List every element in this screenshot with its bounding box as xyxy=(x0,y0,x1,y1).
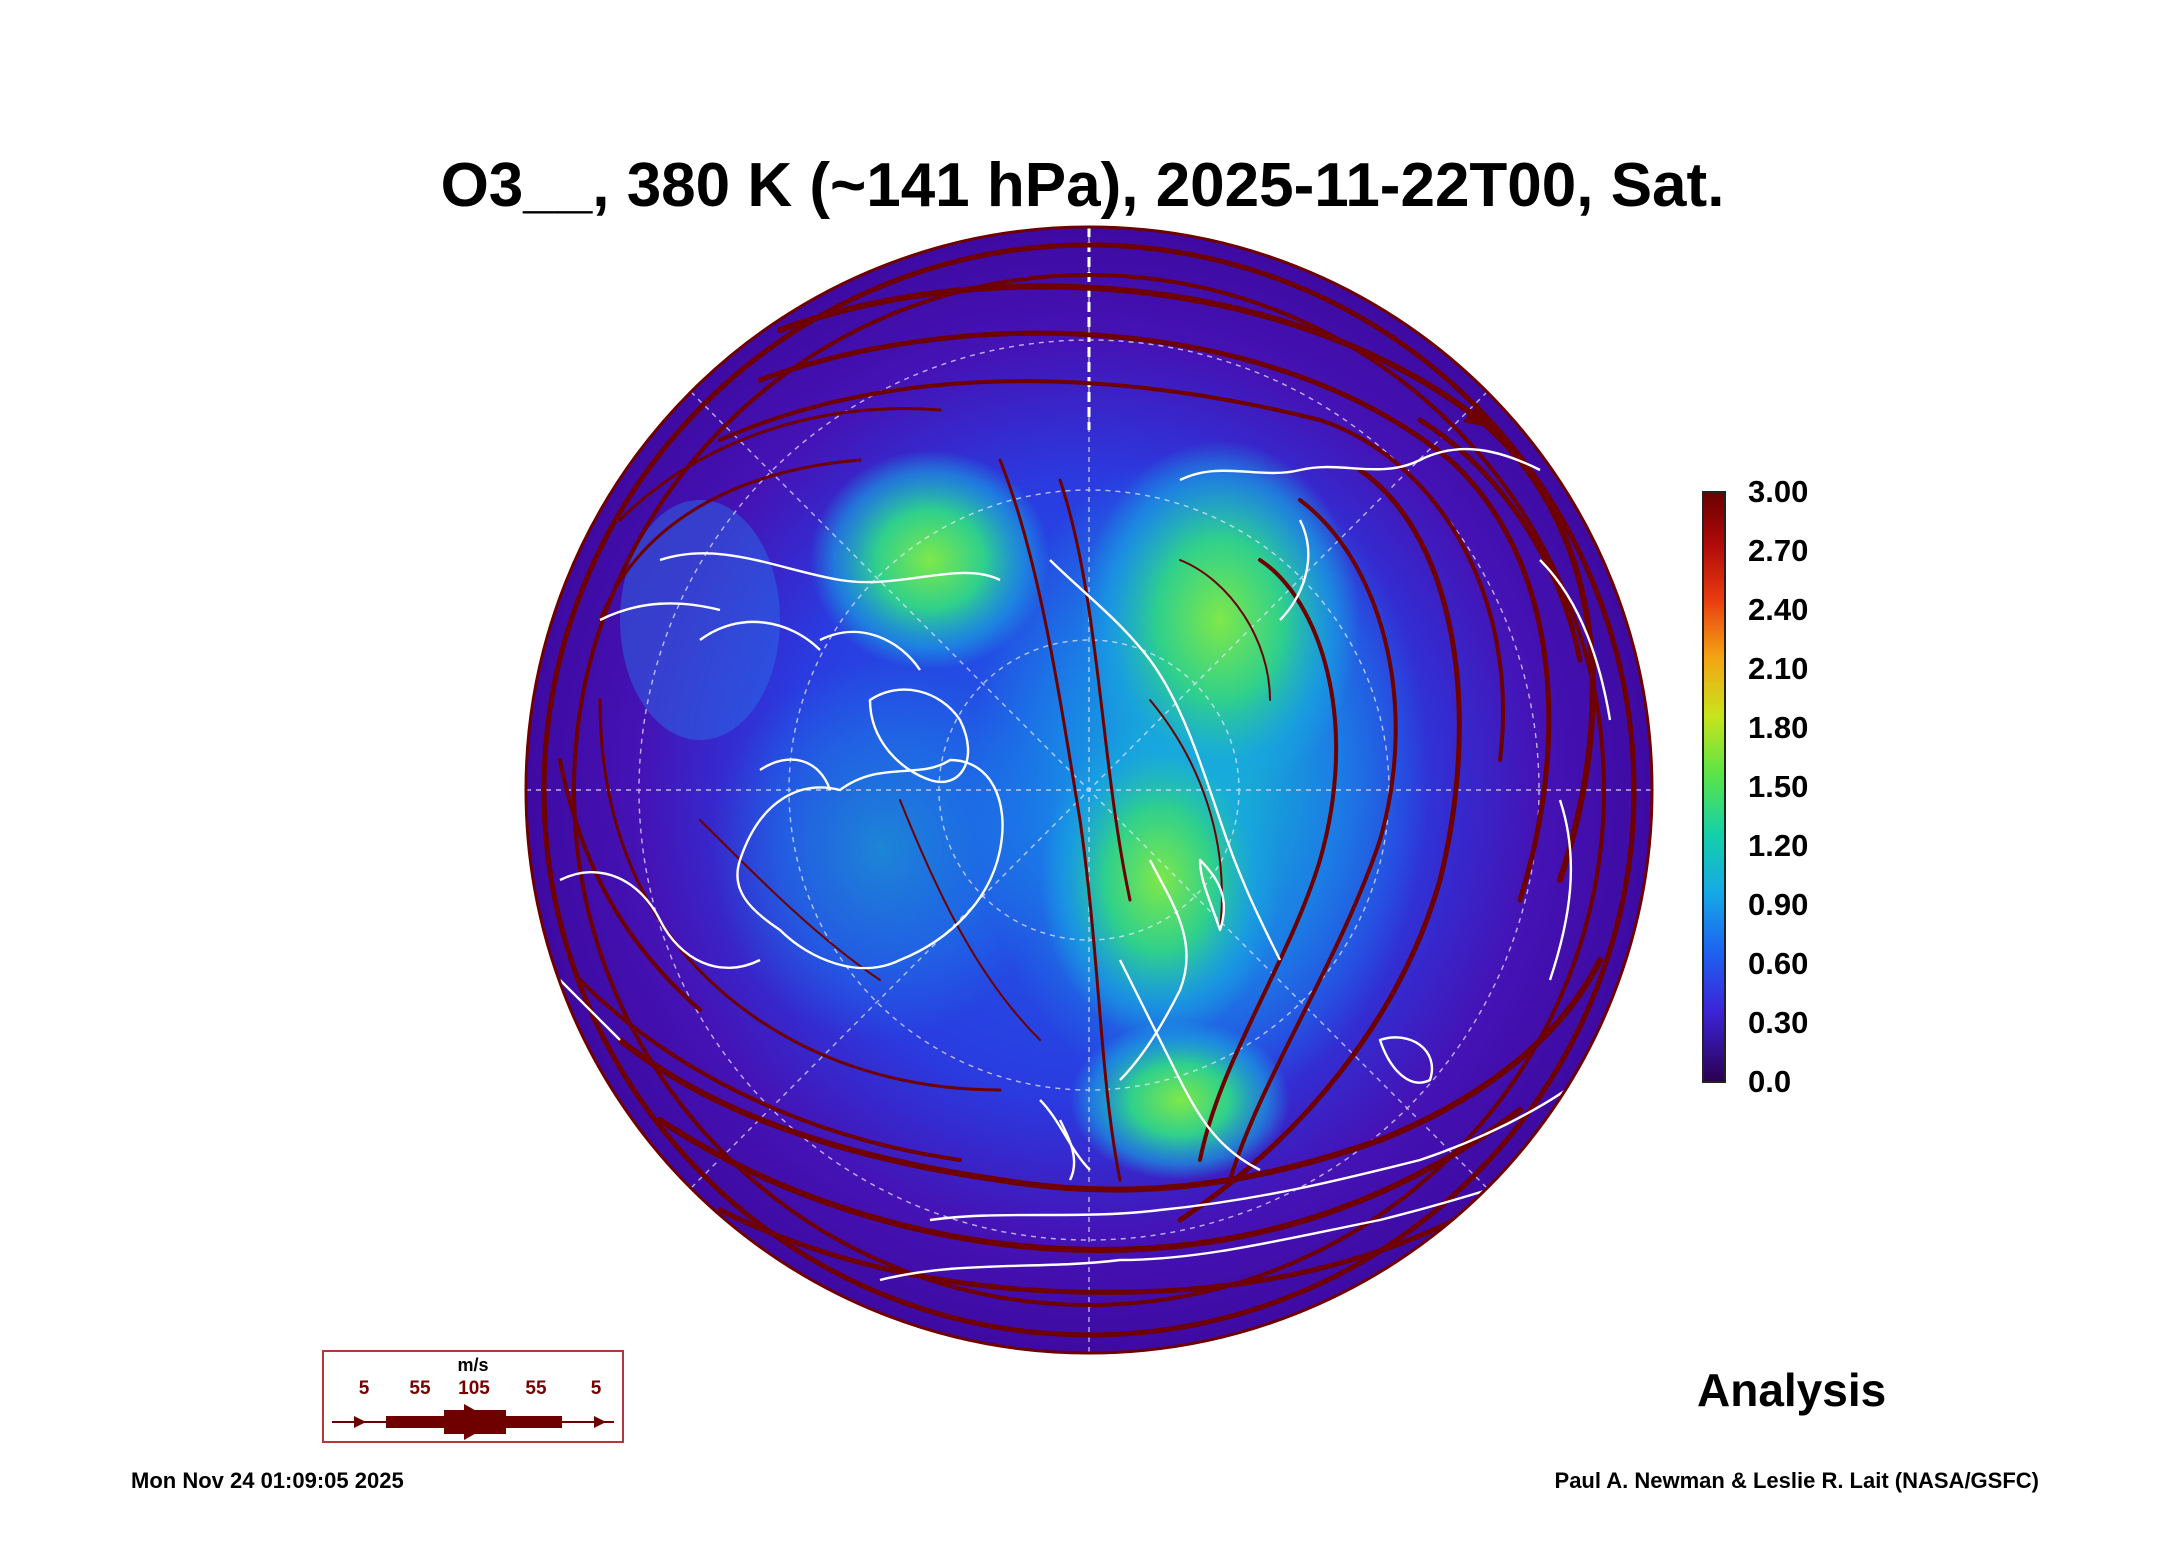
wind-legend-value: 55 xyxy=(525,1378,547,1399)
wind-speed-legend: m/s 5 55 105 55 5 xyxy=(322,1350,624,1443)
colorbar-label: 0.30 xyxy=(1748,1005,1809,1040)
colorbar-label: 2.10 xyxy=(1748,651,1809,686)
colorbar-label: 3.00 xyxy=(1748,474,1809,509)
colorbar-label: 2.70 xyxy=(1748,533,1809,568)
colorbar-label: 0.90 xyxy=(1748,887,1809,922)
colorbar-label: 1.20 xyxy=(1748,828,1809,863)
analysis-label: Analysis xyxy=(1697,1364,1887,1416)
colorbar xyxy=(1702,491,1726,1083)
globe-boundary xyxy=(524,225,1654,1355)
colorbar-label: 0.0 xyxy=(1748,1064,1792,1099)
wind-legend-value: 5 xyxy=(590,1378,602,1399)
wind-legend-value: 105 xyxy=(458,1378,490,1399)
wind-legend-unit: m/s xyxy=(457,1355,489,1375)
colorbar-label: 1.50 xyxy=(1748,769,1809,804)
wind-streamlines xyxy=(541,242,1637,1338)
timestamp: Mon Nov 24 01:09:05 2025 xyxy=(131,1468,404,1493)
coastlines xyxy=(559,447,1612,1282)
map-title: O3__, 380 K (~141 hPa), 2025-11-22T00, S… xyxy=(440,151,1725,220)
colorbar-label: 1.80 xyxy=(1748,710,1809,745)
wind-legend-value: 55 xyxy=(409,1378,431,1399)
wind-legend-value: 5 xyxy=(358,1378,370,1399)
colorbar-label: 2.40 xyxy=(1748,592,1809,627)
wind-legend-arrow xyxy=(332,1404,614,1440)
colorbar-label: 0.60 xyxy=(1748,946,1809,981)
credit-line: Paul A. Newman & Leslie R. Lait (NASA/GS… xyxy=(1554,1468,2039,1493)
